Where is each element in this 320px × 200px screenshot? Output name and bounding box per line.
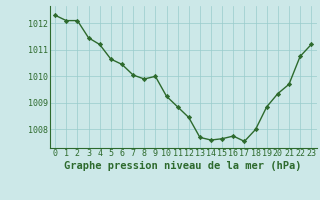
X-axis label: Graphe pression niveau de la mer (hPa): Graphe pression niveau de la mer (hPa) [64,161,302,171]
